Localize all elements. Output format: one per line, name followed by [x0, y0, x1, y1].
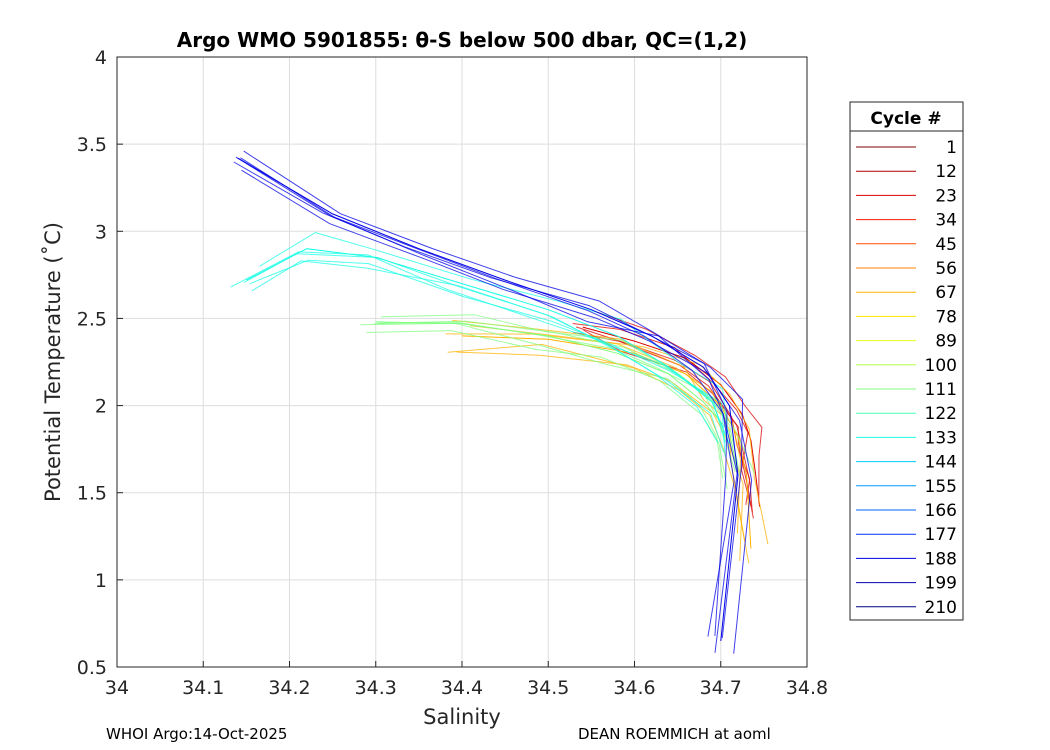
x-tick-label: 34 [105, 677, 129, 699]
series-line [246, 248, 730, 445]
x-tick-label: 34.8 [786, 677, 828, 699]
series-line [366, 330, 728, 489]
footer-right: DEAN ROEMMICH at aoml [578, 725, 771, 743]
series-line [249, 259, 726, 457]
x-tick-label: 34.3 [355, 677, 397, 699]
series-line [237, 157, 739, 641]
x-tick-label: 34.2 [268, 677, 310, 699]
legend-entry-label: 34 [935, 211, 957, 231]
legend-entry-label: 199 [925, 574, 957, 594]
legend-entry-label: 166 [925, 501, 957, 521]
series-line [259, 232, 729, 438]
series-line [447, 343, 750, 564]
legend-box [849, 101, 964, 621]
series-layer [230, 150, 769, 654]
legend-title: Cycle # [870, 109, 941, 129]
legend-entry-label: 111 [925, 380, 957, 400]
series-line [452, 319, 742, 534]
legend-entry-label: 100 [925, 356, 957, 376]
axis-ticks: 34 34.1 34.2 34.3 34.4 34.5 34.6 34.7 34.80.511.… [77, 47, 828, 699]
series-line [233, 161, 728, 636]
y-axis-label: Potential Temperature (˚C) [41, 222, 65, 502]
series-line [251, 260, 725, 453]
legend-entry-label: 144 [925, 453, 957, 473]
series-line [582, 326, 761, 507]
series-line [461, 335, 752, 549]
legend-entries: 1 12 23 34 45 56 67 78 89 100 111 122 133 144 155 166 17… [856, 138, 957, 618]
legend-entry-label: 210 [925, 598, 957, 618]
x-axis-label: Salinity [423, 705, 501, 729]
series-line [360, 322, 724, 479]
legend-entry-label: 67 [935, 283, 957, 303]
y-tick-label: 1.5 [77, 483, 107, 505]
series-line [469, 325, 769, 545]
x-tick-label: 34.1 [182, 677, 224, 699]
x-tick-label: 34.7 [700, 677, 742, 699]
series-line [241, 169, 753, 654]
chart-title: Argo WMO 5901855: θ-S below 500 dbar, QC… [177, 28, 747, 52]
footer-left: WHOI Argo:14-Oct-2025 [106, 725, 288, 743]
legend-entry-label: 89 [935, 332, 957, 352]
plot-area: 34 34.1 34.2 34.3 34.4 34.5 34.6 34.7 34.80.511.… [77, 47, 828, 699]
legend-entry-label: 12 [935, 162, 957, 182]
series-line [230, 251, 719, 444]
legend-entry-label: 1 [946, 138, 957, 158]
legend-entry-label: 188 [925, 549, 957, 569]
y-tick-label: 2.5 [77, 308, 107, 330]
y-tick-label: 1 [95, 570, 107, 592]
y-tick-label: 3 [95, 221, 107, 243]
y-tick-label: 0.5 [77, 657, 107, 679]
series-line [240, 157, 735, 637]
series-line [373, 321, 736, 472]
x-tick-label: 34.4 [441, 677, 483, 699]
x-tick-label: 34.5 [527, 677, 569, 699]
legend-entry-label: 133 [925, 428, 957, 448]
legend-entry-label: 155 [925, 477, 957, 497]
y-tick-label: 2 [95, 396, 107, 418]
legend-entry-label: 177 [925, 525, 957, 545]
legend-entry-label: 78 [935, 307, 957, 327]
x-tick-label: 34.6 [613, 677, 655, 699]
legend-entry-label: 56 [935, 259, 957, 279]
legend-entry-label: 23 [935, 186, 957, 206]
series-4 [233, 150, 753, 654]
legend: Cycle # 1 12 23 34 45 56 67 78 89 100 111 122 133 144… [849, 101, 964, 621]
series-2 [360, 314, 756, 489]
y-tick-label: 4 [95, 47, 107, 69]
series-line [377, 320, 756, 475]
legend-entry-label: 122 [925, 404, 957, 424]
legend-entry-label: 45 [935, 235, 957, 255]
y-tick-label: 3.5 [77, 134, 107, 156]
series-3 [230, 232, 730, 457]
